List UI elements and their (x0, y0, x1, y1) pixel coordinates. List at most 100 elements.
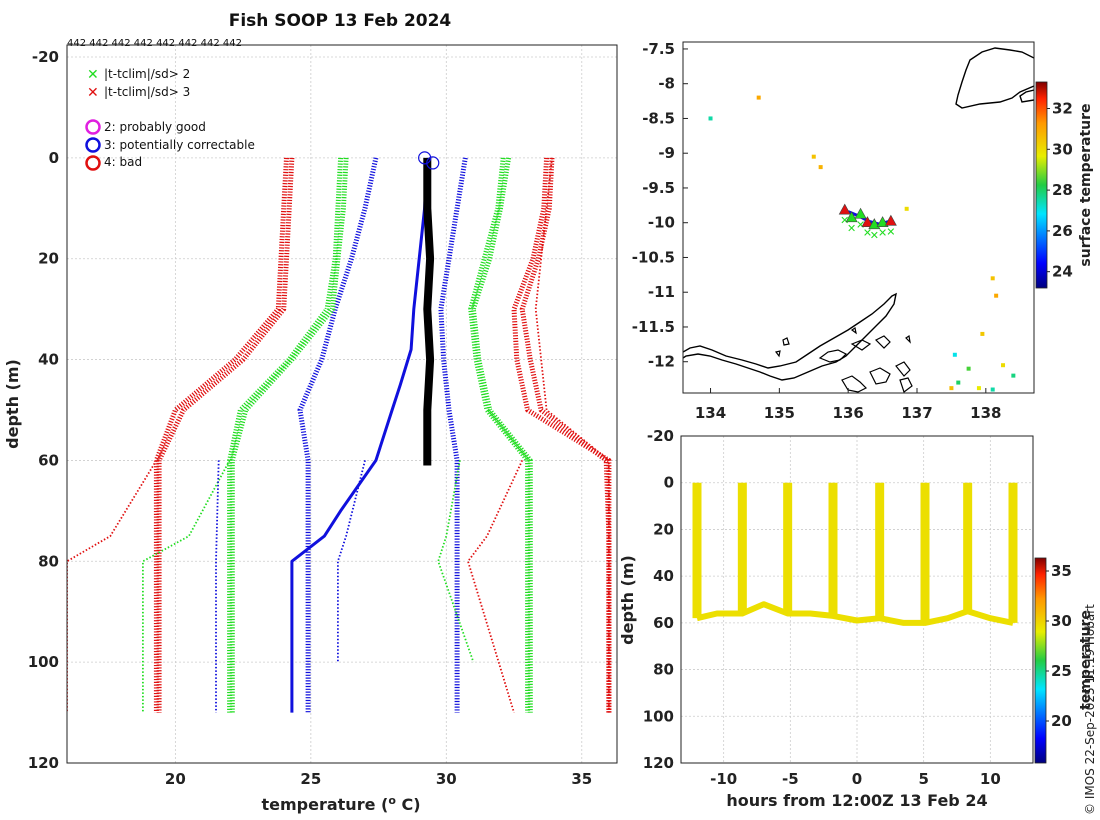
drop-cross-icon: ✕ (886, 225, 895, 238)
map-colorbar-tick-label: 28 (1052, 181, 1073, 199)
climatology-envelope-green (229, 157, 349, 713)
climatology-thin-blue (336, 460, 366, 663)
time-xtick-label: 10 (980, 770, 1001, 788)
profile-ytick-label: 60 (38, 451, 59, 469)
time-xtick-label: -10 (710, 770, 737, 788)
profile-ytick-label: 120 (28, 754, 59, 772)
time-ticks: -10 -5 0 5 10 -20 0 20 40 60 80 100 120 (643, 427, 1001, 788)
climatology-envelope-red (156, 157, 295, 713)
sst-patch (952, 352, 957, 357)
time-colorbar-tick-label: 25 (1051, 662, 1072, 680)
mean-climatology-line (290, 157, 429, 713)
climatology-thin-red (467, 460, 524, 713)
time-ytick-label: -20 (647, 427, 674, 445)
time-colorbar-ticks: 20 25 30 35 (1046, 562, 1072, 730)
profile-ticks: 20 25 30 35 -20 0 20 40 60 80 100 120 (28, 48, 593, 788)
map-ytick-label: -10 (648, 214, 675, 232)
sst-patch (956, 380, 961, 385)
climatology-envelope-red (153, 157, 289, 713)
sst-patch (980, 331, 985, 336)
sst-patch (756, 95, 761, 100)
time-colorbar-tick-label: 35 (1051, 562, 1072, 580)
drop-cross-icon: ✕ (870, 229, 879, 242)
profile-xtick-label: 35 (571, 770, 592, 788)
profile-ytick-label: 0 (49, 149, 59, 167)
time-grid (681, 435, 1033, 764)
profile-ylabel: depth (m) (3, 359, 22, 449)
map-colorbar-tick-label: 30 (1052, 140, 1073, 158)
drop-cross-icon: ✕ (840, 214, 849, 227)
legend-label-flag2: 2: probably good (104, 120, 206, 134)
profile-xtick-label: 30 (436, 770, 457, 788)
legend-item-sd2: ✕ |t-tclim|/sd> 2 (87, 67, 190, 83)
time-ytick-label: 120 (643, 754, 674, 772)
time-colorbar-label: temperature (1078, 610, 1094, 710)
map-xtick-label: 138 (970, 404, 1001, 422)
climatology-envelope-red (511, 157, 612, 713)
sst-patch (708, 116, 713, 121)
profile-grid (67, 45, 617, 764)
coastline-east (1019, 89, 1034, 103)
sst-patch (1001, 363, 1006, 368)
drop-cross-icon: ✕ (856, 218, 865, 231)
time-xlabel: hours from 12:00Z 13 Feb 24 (726, 791, 987, 810)
profile-xlabel: temperature (o C) (261, 794, 420, 815)
profile-chart: 20 25 30 35 -20 0 20 40 60 80 100 120 temperature (… (3, 44, 618, 815)
drop-marker (845, 211, 858, 223)
map-ytick-label: -8.5 (642, 109, 675, 127)
sst-patch (949, 386, 954, 391)
drop-marker (838, 203, 851, 215)
coastline-north (955, 47, 1034, 109)
drop-marker (861, 216, 874, 228)
profile-ytick-label: 20 (38, 250, 59, 268)
sst-patch (994, 293, 999, 298)
time-ytick-label: 40 (653, 567, 674, 585)
sst-patch (811, 154, 816, 159)
drop-marker (884, 214, 897, 226)
map-colorbar-tick-label: 32 (1052, 100, 1073, 118)
map-colorbar-tick-label: 24 (1052, 263, 1073, 281)
flag-marker (426, 156, 440, 170)
time-colorbar-gradient (1034, 557, 1047, 764)
legend-item-sd3: ✕ |t-tclim|/sd> 3 (87, 85, 190, 101)
time-axes-box (680, 435, 1034, 764)
sst-patch (976, 386, 981, 391)
sst-patch (990, 276, 995, 281)
climatology-envelope-blue (297, 157, 379, 713)
time-chart: -10 -5 0 5 10 -20 0 20 40 60 80 100 120 hours from 1… (618, 427, 1094, 810)
legend: ✕ |t-tclim|/sd> 2 ✕ |t-tclim|/sd> 3 2: p… (85, 67, 255, 171)
map-ytick-label: -9 (658, 144, 675, 162)
map-xtick-label: 137 (901, 404, 932, 422)
time-ytick-label: 20 (653, 520, 674, 538)
map-xtick-label: 134 (695, 404, 726, 422)
time-ytick-label: 80 (653, 661, 674, 679)
climatology-thin-blue (215, 460, 220, 713)
sst-patch (966, 366, 971, 371)
climatology-thin-red (67, 459, 158, 713)
legend-label-flag3: 3: potentially correctable (104, 138, 255, 152)
profile-xtick-label: 25 (300, 770, 321, 788)
drop-cross-icon: ✕ (863, 227, 872, 240)
time-xtick-label: 0 (852, 770, 862, 788)
map-xtick-label: 135 (764, 404, 795, 422)
time-ylabel: depth (m) (618, 555, 637, 645)
map-ytick-label: -10.5 (632, 248, 675, 266)
profile-xtick-label: 20 (165, 770, 186, 788)
map-ytick-label: -11 (648, 283, 675, 301)
legend-cross-red-icon: ✕ (87, 85, 99, 101)
sst-patch (990, 387, 995, 392)
legend-item-flag3: 3: potentially correctable (85, 137, 255, 153)
drop-marker (876, 216, 889, 228)
profile-marks (67, 151, 612, 713)
map-xtick-label: 136 (833, 404, 864, 422)
time-ytick-label: 60 (653, 614, 674, 632)
profile-ytick-label: 100 (28, 653, 59, 671)
drop-cross-icon: ✕ (878, 227, 887, 240)
map-axes-box (682, 41, 1035, 394)
map-ytick-label: -12 (648, 353, 675, 371)
time-marks (692, 482, 1018, 626)
map-ytick-label: -9.5 (642, 179, 675, 197)
map-colorbar-ticks: 24 26 28 30 32 (1047, 100, 1073, 281)
legend-circle-red-icon (85, 155, 101, 171)
